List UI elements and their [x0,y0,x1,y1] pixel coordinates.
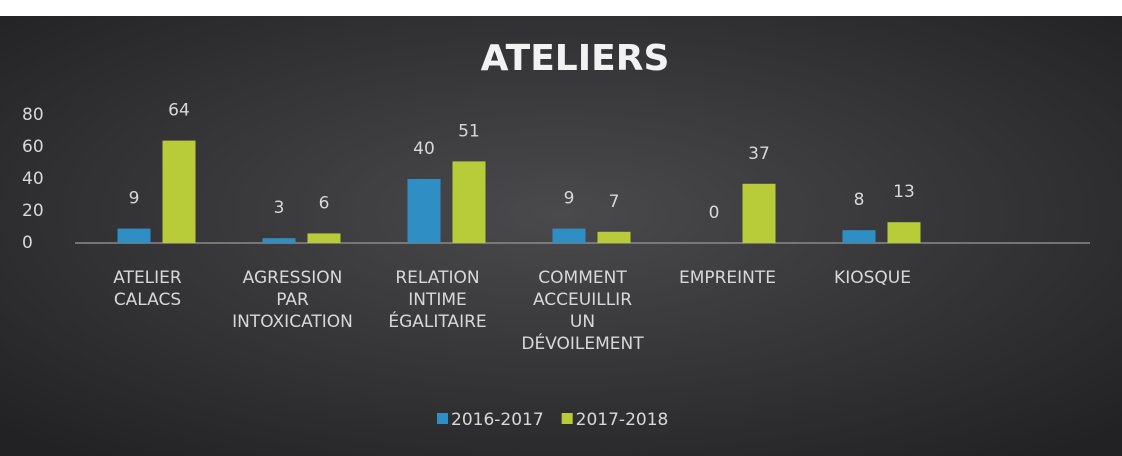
bar [162,140,196,243]
value-label: 51 [458,121,480,141]
legend-swatch [561,413,573,424]
bar [452,161,486,243]
value-label: 7 [609,192,620,212]
value-label: 9 [129,189,140,209]
bar [307,233,341,243]
x-tick-label: COMMENT ACCEUILLIR UN DÉVOILEMENT [521,268,644,354]
value-label: 40 [413,139,435,159]
bar [842,230,876,243]
bar [597,231,631,243]
y-tick-label: 20 [22,201,44,221]
bar [552,228,586,243]
value-label: 6 [319,193,330,213]
value-label: 3 [274,198,285,218]
y-tick-label: 60 [22,137,44,157]
bar [117,228,151,243]
value-label: 37 [748,144,770,164]
y-tick-label: 40 [22,169,44,189]
x-tick-label: ATELIER CALACS [113,268,182,310]
y-tick-label: 0 [22,233,33,253]
bar [742,183,776,243]
y-tick-label: 80 [22,105,44,125]
x-tick-label: KIOSQUE [834,268,911,288]
value-label: 0 [709,203,720,223]
value-label: 9 [564,189,575,209]
x-tick-label: AGRESSION PAR INTOXICATION [232,268,353,332]
legend-swatch [437,413,448,424]
bar [887,222,921,243]
value-label: 8 [854,190,865,210]
bar [262,238,296,243]
value-label: 13 [893,182,915,202]
legend-label: 2017-2018 [576,410,669,430]
x-tick-label: EMPREINTE [679,268,776,288]
bar [407,179,441,243]
legend-label: 2016-2017 [451,410,544,430]
value-label: 64 [168,101,190,121]
chart-title: ATELIERS [481,38,670,79]
x-tick-label: RELATION INTIME ÉGALITAIRE [388,268,486,332]
